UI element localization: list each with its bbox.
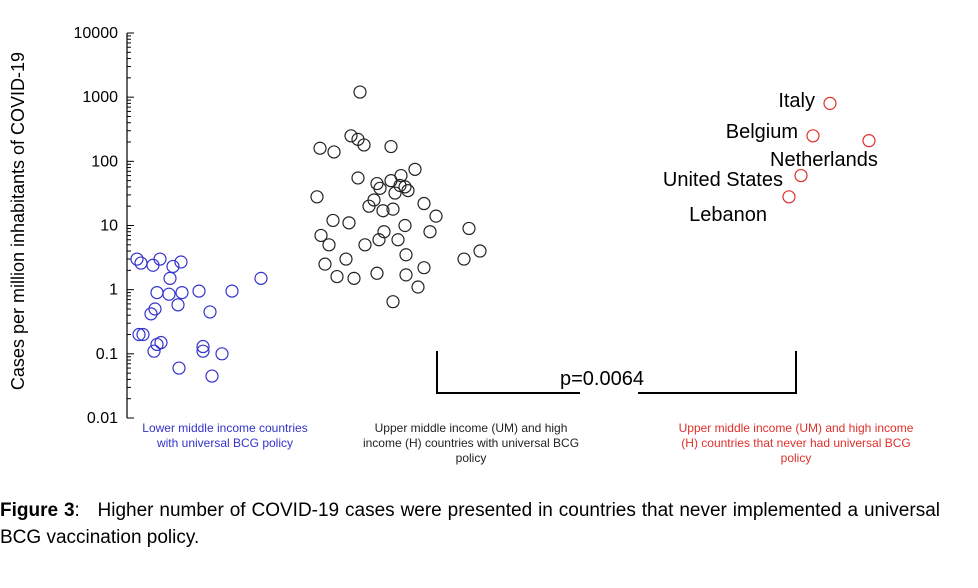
y-tick-label: 0.01 <box>87 410 118 427</box>
data-point <box>806 129 820 143</box>
data-point <box>327 145 341 159</box>
data-point <box>313 141 327 155</box>
y-tick-label: 1000 <box>82 89 118 106</box>
data-point <box>344 129 358 143</box>
data-point <box>353 85 367 99</box>
data-point <box>148 302 162 316</box>
data-point <box>347 271 361 285</box>
data-points <box>130 85 876 383</box>
y-tick-labels: 0.01 0.1 1 10 100 1000 10000 <box>74 25 119 427</box>
country-label: Lebanon <box>689 204 767 226</box>
group-labels: Lower middle income countries with univer… <box>142 421 913 465</box>
significance-bracket: p=0.0064 <box>436 351 797 394</box>
data-point <box>376 204 390 218</box>
data-point <box>154 335 168 350</box>
data-point <box>398 180 412 194</box>
data-point <box>398 218 412 233</box>
data-point <box>322 238 336 252</box>
country-label: Italy <box>778 90 815 112</box>
group-label: Upper middle income (UM) and high income … <box>363 421 579 465</box>
country-label: Netherlands <box>770 149 878 171</box>
data-point <box>429 209 443 223</box>
data-point <box>166 259 180 274</box>
data-point <box>362 199 376 213</box>
data-point <box>318 257 332 271</box>
y-tick-label: 10000 <box>74 25 119 42</box>
data-point <box>357 138 371 152</box>
data-point <box>162 287 176 301</box>
data-point <box>377 225 391 239</box>
data-point <box>399 268 413 282</box>
data-point <box>172 361 186 375</box>
data-point <box>388 186 402 200</box>
data-point <box>196 344 210 358</box>
country-label: United States <box>663 169 783 191</box>
data-point <box>391 233 405 247</box>
caption-text: Higher number of COVID-19 cases were pre… <box>0 500 940 548</box>
data-point <box>314 228 328 243</box>
y-axis <box>126 32 134 419</box>
data-point <box>782 190 796 204</box>
data-point <box>147 344 161 358</box>
data-point <box>473 244 487 258</box>
data-point <box>310 190 324 204</box>
data-point <box>358 238 372 252</box>
data-point <box>372 233 386 247</box>
y-tick-label: 100 <box>91 153 118 170</box>
data-point <box>171 298 185 312</box>
data-point <box>417 261 431 275</box>
figure-label: Figure 3 <box>0 500 75 521</box>
scatter-chart: 0.01 0.1 1 10 100 1000 10000 Cases per million… <box>8 25 914 465</box>
data-point <box>862 134 876 148</box>
data-point <box>399 248 413 262</box>
group-label: Lower middle income countries with univer… <box>142 421 307 450</box>
data-point <box>205 369 219 383</box>
data-point <box>132 327 146 342</box>
group-label: Upper middle income (UM) and high income… <box>679 421 914 465</box>
data-point <box>174 255 188 269</box>
data-point <box>373 181 387 195</box>
data-point <box>417 196 431 211</box>
data-point <box>794 168 808 183</box>
data-point <box>384 139 398 154</box>
country-label: Belgium <box>726 121 798 143</box>
data-point <box>423 225 437 239</box>
y-tick-label: 0.1 <box>96 346 118 363</box>
data-point <box>196 339 210 354</box>
data-point <box>370 266 384 280</box>
data-point <box>130 252 144 266</box>
data-point <box>411 280 425 294</box>
data-point <box>175 286 189 300</box>
data-point <box>330 269 344 284</box>
data-point <box>462 221 476 236</box>
data-point <box>408 162 422 176</box>
p-value-label: p=0.0064 <box>560 368 644 390</box>
figure-caption: Figure 3: Higher number of COVID-19 case… <box>0 500 940 548</box>
data-point <box>136 327 150 342</box>
y-tick-label: 10 <box>100 218 118 235</box>
data-point <box>215 347 229 361</box>
data-point <box>351 171 365 185</box>
y-tick-label: 1 <box>109 282 118 299</box>
data-point <box>153 252 167 266</box>
data-point <box>146 258 160 272</box>
data-point <box>192 284 206 298</box>
data-point <box>386 202 400 216</box>
data-point <box>823 96 837 110</box>
data-point <box>457 252 471 266</box>
data-point <box>326 213 340 228</box>
data-point <box>401 183 415 198</box>
data-point <box>225 284 239 298</box>
data-point <box>386 295 400 309</box>
data-point <box>342 216 356 230</box>
data-point <box>384 174 398 188</box>
data-point <box>339 252 353 266</box>
data-point <box>203 305 217 319</box>
y-axis-label: Cases per million inhabitants of COVID-1… <box>8 52 28 390</box>
data-point <box>254 271 268 285</box>
data-point <box>150 286 164 300</box>
data-point <box>163 271 177 285</box>
data-point <box>144 307 158 321</box>
